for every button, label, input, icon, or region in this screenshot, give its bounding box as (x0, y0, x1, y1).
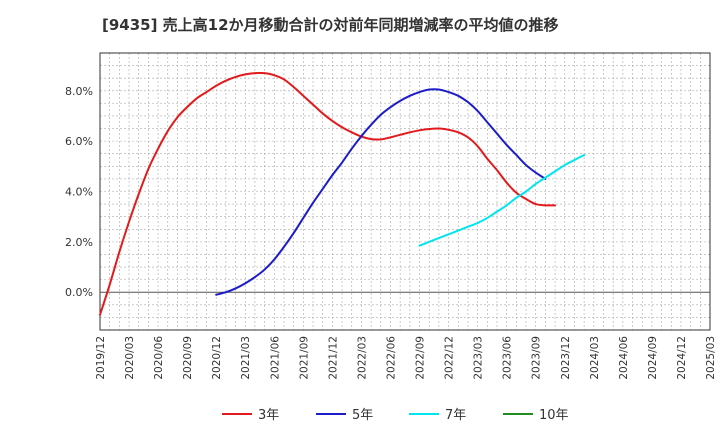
grid-lines (100, 53, 710, 330)
legend-label: 5年 (352, 408, 373, 423)
x-tick-label: 2024/03 (589, 336, 601, 380)
legend: 3年 5年 7年 10年 (222, 408, 569, 423)
x-tick-label: 2024/12 (676, 336, 688, 380)
legend-label: 7年 (445, 408, 466, 423)
series-line-1 (99, 71, 557, 316)
x-tick-label: 2021/09 (298, 336, 310, 380)
x-tick-label: 2019/12 (95, 336, 107, 380)
x-tick-label: 2023/12 (560, 336, 572, 380)
x-axis-tick-labels: 2019/12 2020/03 2020/06 2020/09 2020/12 2021/… (95, 336, 717, 380)
x-tick-label: 2023/03 (473, 336, 485, 380)
y-axis-tick-labels: 0.0% 2.0% 4.0% 6.0% 8.0% (65, 85, 93, 299)
chart-title: [9435] 売上高12か月移動合計の対前年同期増減率の平均値の推移 (102, 16, 559, 34)
series-lines (99, 71, 586, 316)
y-tick-label: 6.0% (65, 135, 93, 148)
x-tick-label: 2021/12 (327, 336, 339, 380)
legend-label: 10年 (539, 408, 569, 423)
x-tick-label: 2020/09 (182, 336, 194, 380)
y-tick-label: 4.0% (65, 186, 93, 199)
x-tick-label: 2025/03 (705, 336, 717, 380)
x-tick-label: 2022/03 (356, 336, 368, 380)
plot-area-frame (99, 52, 711, 331)
x-tick-label: 2022/09 (415, 336, 427, 380)
y-tick-label: 8.0% (65, 85, 93, 98)
x-tick-label: 2024/09 (647, 336, 659, 380)
x-tick-label: 2021/03 (240, 336, 252, 380)
x-tick-label: 2020/03 (124, 336, 136, 380)
legend-label: 3年 (258, 408, 279, 423)
series-line-2 (215, 88, 547, 296)
x-tick-label: 2020/12 (211, 336, 223, 380)
x-tick-label: 2023/09 (531, 336, 543, 380)
series-line-3 (418, 153, 586, 247)
y-tick-label: 2.0% (65, 236, 93, 249)
x-tick-label: 2022/06 (385, 336, 397, 380)
x-tick-label: 2023/06 (502, 336, 514, 380)
x-tick-label: 2021/06 (269, 336, 281, 380)
x-tick-label: 2022/12 (444, 336, 456, 380)
x-tick-label: 2020/06 (153, 336, 165, 380)
y-tick-label: 0.0% (65, 286, 93, 299)
x-tick-label: 2024/06 (618, 336, 630, 380)
